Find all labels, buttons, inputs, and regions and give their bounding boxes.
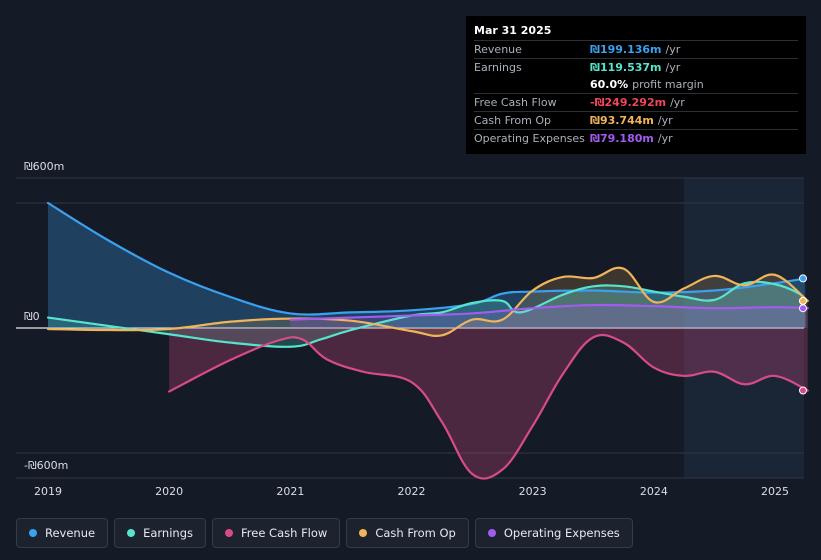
legend-label: Cash From Op (375, 526, 456, 540)
x-tick-label: 2021 (276, 485, 304, 498)
tooltip-unit: /yr (657, 114, 673, 127)
tooltip-value: ₪119.537m (590, 61, 662, 74)
free-cash-flow-area (169, 328, 808, 479)
x-tick-label: 2022 (398, 485, 426, 498)
tooltip-label: Cash From Op (474, 114, 552, 127)
legend-label: Revenue (45, 526, 96, 540)
cash-from-op-line (46, 266, 809, 337)
y-tick-label: ₪600m (24, 160, 64, 173)
tooltip-label: Revenue (474, 43, 522, 56)
legend-dot-icon (29, 529, 37, 537)
legend-item[interactable]: Cash From Op (346, 518, 469, 548)
x-tick-label: 2023 (519, 485, 547, 498)
legend-item[interactable]: Revenue (16, 518, 109, 548)
legend-item[interactable]: Earnings (114, 518, 206, 548)
revenue-area (48, 203, 806, 328)
x-tick-label: 2024 (640, 485, 668, 498)
tooltip-value: ₪199.136m (590, 43, 662, 56)
tooltip-row: Free Cash Flow -₪249.292m/yr (474, 93, 798, 111)
free-cash-flow-end-point (799, 386, 807, 395)
tooltip-date: Mar 31 2025 (474, 24, 552, 37)
cash-from-op-end-point (799, 296, 807, 305)
legend-label: Operating Expenses (503, 526, 620, 540)
y-tick-label: -₪600m (24, 459, 68, 472)
tooltip-unit: profit margin (632, 78, 704, 91)
legend-label: Free Cash Flow (241, 526, 328, 540)
tooltip-row: Earnings ₪119.537m/yr (474, 58, 798, 76)
legend-dot-icon (225, 529, 233, 537)
cash-from-op-area (48, 267, 808, 336)
legend-dot-icon (487, 529, 496, 537)
legend-dot-icon (359, 529, 368, 537)
tooltip-row: Revenue ₪199.136m/yr (474, 40, 798, 58)
legend-dot-icon (127, 529, 136, 537)
x-tick-label: 2020 (155, 485, 183, 498)
tooltip-label: Operating Expenses (474, 132, 585, 145)
tooltip: Mar 31 2025 Revenue ₪199.136m/yr Earnings ₪… (466, 16, 806, 154)
x-tick-label: 2025 (761, 485, 789, 498)
tooltip-unit: /yr (657, 132, 673, 145)
operating-expenses-line (289, 303, 809, 321)
tooltip-row: Cash From Op ₪93.744m/yr (474, 111, 798, 129)
tooltip-value: 60.0% (590, 78, 629, 91)
tooltip-unit: /yr (665, 61, 681, 74)
legend-label: Earnings (143, 526, 193, 540)
tooltip-value: -₪249.292m (590, 96, 667, 109)
free-cash-flow-line (168, 333, 809, 480)
operating-expenses-area (290, 304, 808, 328)
tooltip-unit: /yr (665, 43, 681, 56)
legend-item[interactable]: Free Cash Flow (212, 518, 341, 548)
tooltip-value: ₪93.744m (590, 114, 654, 127)
tooltip-row: 60.0% profit margin (474, 76, 798, 93)
legend: Revenue Earnings Free Cash Flow Cash From O… (16, 518, 633, 548)
tooltip-row: Operating Expenses ₪79.180m/yr (474, 129, 798, 147)
tooltip-label: Earnings (474, 61, 522, 74)
operating-expenses-end-point (799, 304, 807, 313)
tooltip-label: Free Cash Flow (474, 96, 557, 109)
x-tick-label: 2019 (34, 485, 62, 498)
tooltip-value: ₪79.180m (590, 132, 654, 145)
chart: ₪600m ₪0 -₪600m 2019 2020 2021 2022 2023 2024 20… (16, 160, 809, 498)
y-tick-label: ₪0 (24, 310, 40, 323)
legend-item[interactable]: Operating Expenses (474, 518, 633, 548)
tooltip-unit: /yr (670, 96, 685, 109)
revenue-end-point (799, 274, 807, 283)
